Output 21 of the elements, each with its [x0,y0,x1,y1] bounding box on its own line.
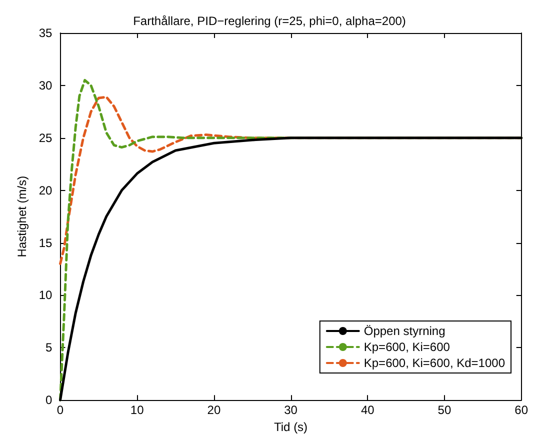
legend-label: Kp=600, Ki=600, Kd=1000 [364,356,506,370]
x-tick-label: 0 [56,403,64,418]
y-axis-title: Hastighet (m/s) [15,176,29,258]
x-tick-label: 60 [514,403,528,418]
y-tick-label: 30 [38,78,53,92]
chart-title: Farthållare, PID−reglering (r=25, phi=0, alpha=200) [133,14,406,28]
x-axis-title: Tid (s) [274,420,308,434]
legend-label: Kp=600, Ki=600 [364,340,450,354]
x-tick-label: 40 [360,403,375,418]
y-tick-label: 20 [38,183,53,198]
y-tick-label: 15 [38,236,53,250]
y-tick-label: 0 [46,393,53,408]
x-tick-label: 50 [438,403,452,418]
y-tick-label: 10 [38,288,53,302]
y-tick-label: 5 [46,340,53,355]
y-tick-label: 35 [38,26,53,40]
x-tick-label: 30 [284,403,298,418]
x-tick-label: 20 [207,403,221,418]
y-tick-label: 25 [38,130,53,145]
legend-label: Öppen styrning [364,324,446,338]
x-tick-label: 10 [130,403,144,418]
